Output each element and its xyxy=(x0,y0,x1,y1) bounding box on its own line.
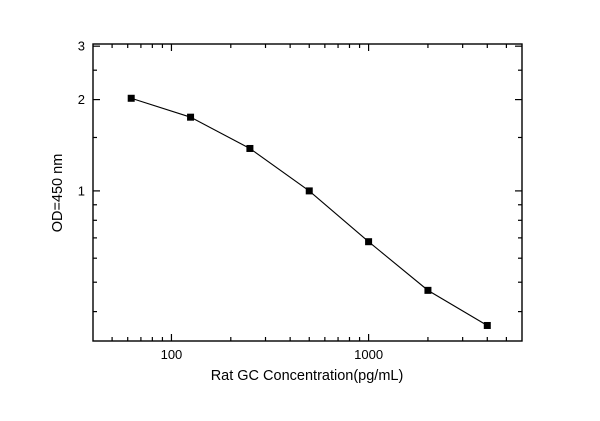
plot-border xyxy=(92,43,523,342)
x-tick-label: 1000 xyxy=(354,347,383,362)
x-axis-title: Rat GC Concentration(pg/mL) xyxy=(211,368,404,384)
data-point-marker xyxy=(305,187,313,195)
series-line xyxy=(131,97,488,326)
y-tick-label: 2 xyxy=(78,92,85,107)
y-axis-title: OD=450 nm xyxy=(50,154,66,233)
data-point-marker xyxy=(127,94,135,102)
data-point-marker xyxy=(424,286,432,294)
data-point-marker xyxy=(483,321,491,329)
data-point-marker xyxy=(365,238,373,246)
data-series xyxy=(127,94,491,329)
data-point-marker xyxy=(246,144,254,152)
y-tick-label: 1 xyxy=(78,183,85,198)
y-axis-ticks: 1 2 3 xyxy=(78,39,522,313)
y-tick-label: 3 xyxy=(78,39,85,54)
x-tick-label: 100 xyxy=(161,347,183,362)
data-point-marker xyxy=(187,113,195,121)
x-axis-ticks: 100 1000 xyxy=(111,44,507,362)
